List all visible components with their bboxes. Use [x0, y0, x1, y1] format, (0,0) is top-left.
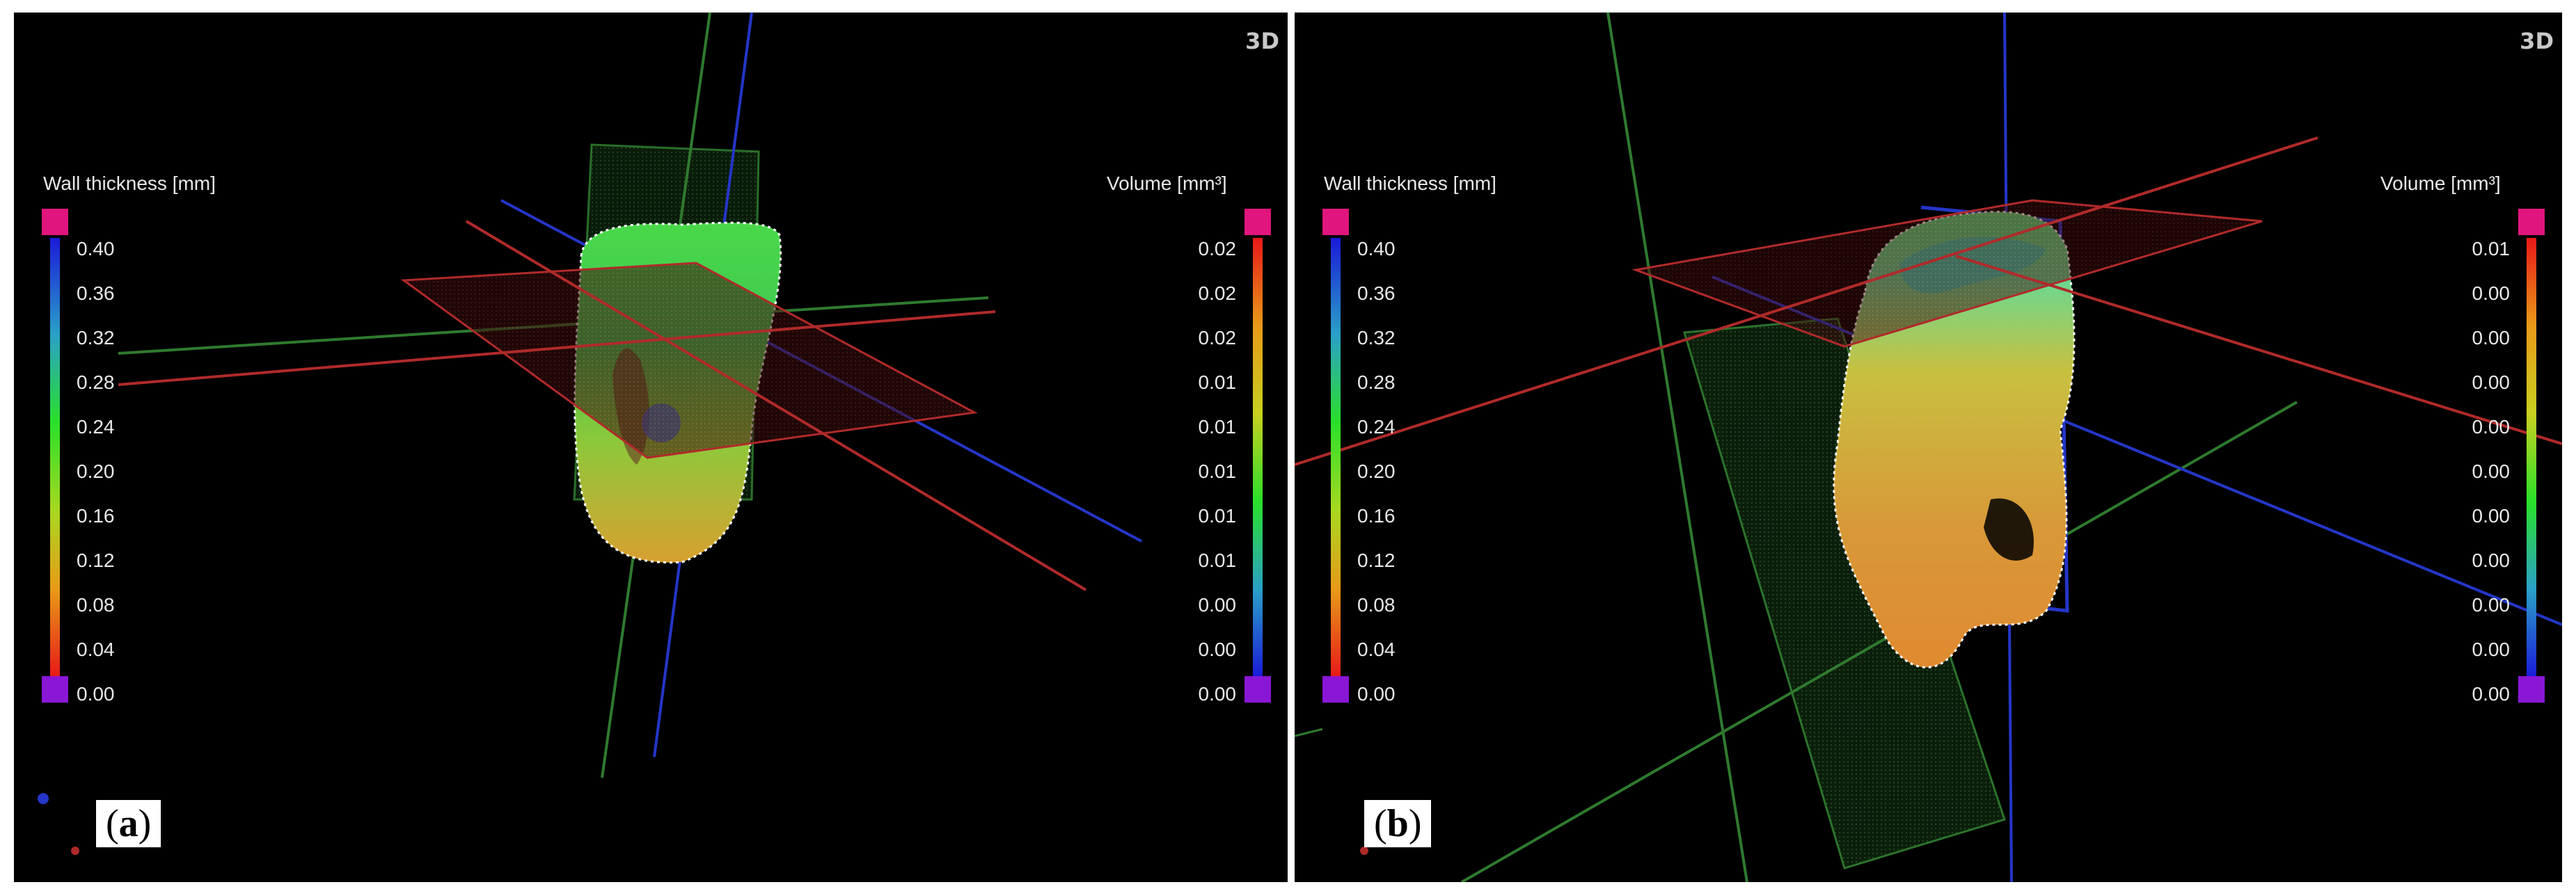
- legend-tick: 0.00: [77, 683, 115, 705]
- viewport-panel-a[interactable]: 3D Wall thickness [mm] 0.40 0.36 0.32 0.…: [14, 13, 1288, 882]
- panel-label-a: (a): [96, 800, 161, 847]
- legend-tick: 0.04: [1357, 639, 1396, 660]
- legend-cap-top: [42, 209, 68, 235]
- legend-cap-bottom: [1244, 676, 1271, 703]
- legend-cap-top: [1244, 209, 1271, 235]
- legend-tick: 0.00: [2472, 550, 2511, 571]
- legend-cap-bottom: [1322, 676, 1349, 703]
- red-axis-line: [118, 310, 996, 386]
- legend-title: Wall thickness [mm]: [43, 173, 216, 194]
- legend-tick: 0.02: [1198, 282, 1237, 304]
- legend-tick: 0.00: [2472, 683, 2511, 705]
- legend-tick: 0.02: [1198, 238, 1237, 259]
- legend-color-bar: [1331, 238, 1341, 678]
- legend-tick: 0.08: [77, 594, 115, 616]
- legend-tick: 0.12: [1357, 550, 1396, 571]
- legend-tick: 0.01: [1198, 505, 1237, 527]
- scene-3d-a[interactable]: [14, 13, 1288, 882]
- legend-tick: 0.01: [2472, 238, 2511, 259]
- legend-tick: 0.16: [1357, 505, 1396, 527]
- legend-tick: 0.01: [1198, 416, 1237, 438]
- orientation-marker: [38, 793, 49, 804]
- legend-tick: 0.36: [77, 282, 115, 304]
- legend-tick: 0.40: [77, 238, 115, 259]
- red-axis-line: [1955, 255, 2562, 445]
- legend-tick: 0.00: [2472, 416, 2511, 438]
- green-axis-line: [1606, 13, 1748, 882]
- legend-tick: 0.32: [1357, 327, 1396, 349]
- legend-cap-top: [2518, 209, 2545, 235]
- green-axis-line: [1461, 401, 2298, 882]
- legend-tick: 0.00: [2472, 639, 2511, 660]
- view-mode-tag: 3D: [1245, 28, 1279, 54]
- red-axis-line: [1295, 136, 2318, 466]
- legend-tick: 0.01: [1198, 461, 1237, 482]
- legend-color-bar: [50, 238, 60, 678]
- legend-tick: 0.24: [1357, 416, 1396, 438]
- legend-cap-top: [1322, 209, 1349, 235]
- legend-cap-bottom: [42, 676, 68, 703]
- legend-tick: 0.00: [1198, 594, 1237, 616]
- scene-3d-b[interactable]: [1295, 13, 2562, 882]
- legend-tick: 0.01: [1198, 550, 1237, 571]
- tooth-cavity: [1984, 498, 2034, 561]
- legend-tick: 0.00: [2472, 282, 2511, 304]
- legend-tick: 0.00: [2472, 327, 2511, 349]
- legend-tick: 0.20: [1357, 461, 1396, 482]
- red-axis-line: [465, 220, 1087, 591]
- orientation-marker: [1360, 847, 1368, 855]
- viewport-panel-b[interactable]: 3D Wall thickness [mm] 0.40 0.36 0.32 0.…: [1295, 13, 2562, 882]
- legend-title: Wall thickness [mm]: [1324, 173, 1496, 194]
- view-mode-tag: 3D: [2520, 28, 2554, 54]
- legend-title: Volume [mm³]: [1107, 173, 1227, 194]
- legend-tick: 0.04: [77, 639, 115, 660]
- legend-tick: 0.36: [1357, 282, 1396, 304]
- legend-cap-bottom: [2518, 676, 2545, 703]
- legend-tick: 0.00: [2472, 371, 2511, 393]
- legend-tick: 0.40: [1357, 238, 1396, 259]
- legend-tick: 0.24: [77, 416, 115, 438]
- legend-tick: 0.00: [2472, 505, 2511, 527]
- legend-tick: 0.01: [1198, 371, 1237, 393]
- red-plane: [400, 262, 978, 459]
- legend-tick: 0.00: [2472, 461, 2511, 482]
- legend-title: Volume [mm³]: [2380, 173, 2501, 194]
- legend-tick: 0.00: [1357, 683, 1396, 705]
- legend-tick: 0.00: [2472, 594, 2511, 616]
- legend-tick: 0.02: [1198, 327, 1237, 349]
- legend-tick: 0.28: [77, 371, 115, 393]
- panel-label-b: (b): [1364, 800, 1432, 847]
- legend-color-bar: [2527, 238, 2536, 678]
- legend-tick: 0.00: [1198, 683, 1237, 705]
- legend-tick: 0.28: [1357, 371, 1396, 393]
- legend-tick: 0.32: [77, 327, 115, 349]
- panel-divider: [1288, 13, 1295, 882]
- legend-color-bar: [1253, 238, 1263, 678]
- red-plane: [1631, 199, 2263, 348]
- legend-tick: 0.08: [1357, 594, 1396, 616]
- legend-tick: 0.12: [77, 550, 115, 571]
- legend-tick: 0.20: [77, 461, 115, 482]
- legend-tick: 0.00: [1198, 639, 1237, 660]
- legend-tick: 0.16: [77, 505, 115, 527]
